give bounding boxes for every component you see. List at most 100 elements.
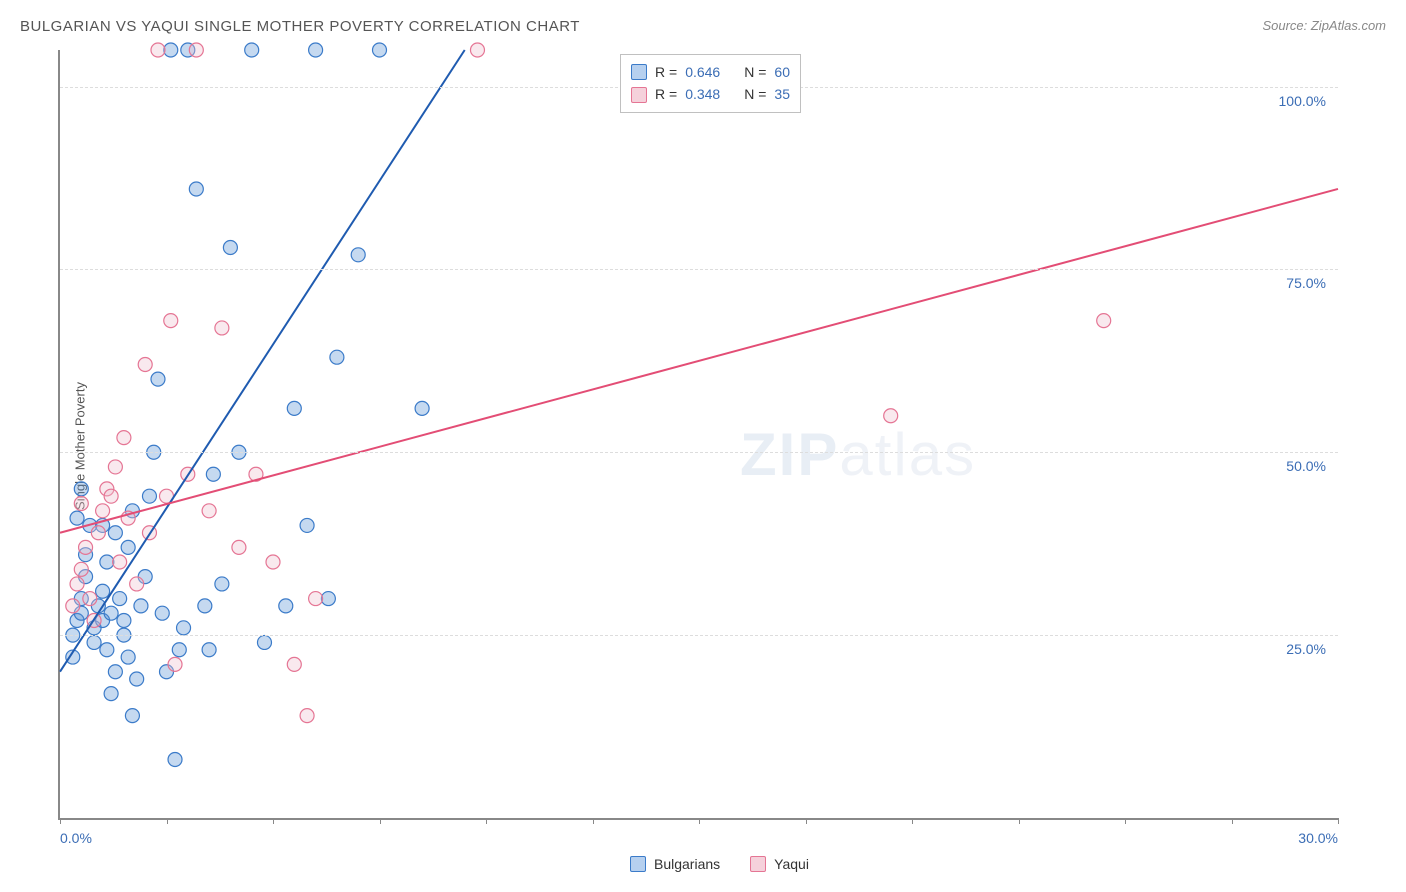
scatter-point xyxy=(300,709,314,723)
plot-area: ZIPatlas 25.0%50.0%75.0%100.0%0.0%30.0% xyxy=(58,50,1338,820)
scatter-point xyxy=(74,496,88,510)
scatter-point xyxy=(100,555,114,569)
legend-r-value: 0.646 xyxy=(685,61,720,83)
scatter-point xyxy=(113,592,127,606)
scatter-point xyxy=(257,635,271,649)
scatter-point xyxy=(470,43,484,57)
legend-swatch xyxy=(750,856,766,872)
legend-correlation: R = 0.646 N = 60R =0.348N =35 xyxy=(620,54,801,113)
x-tick xyxy=(273,818,274,824)
scatter-point xyxy=(121,650,135,664)
scatter-point xyxy=(104,606,118,620)
scatter-point xyxy=(198,599,212,613)
y-tick-label: 25.0% xyxy=(1286,641,1326,657)
scatter-point xyxy=(321,592,335,606)
x-tick xyxy=(806,818,807,824)
legend-swatch xyxy=(631,64,647,80)
legend-n-value: 60 xyxy=(774,61,790,83)
legend-n-label: N = xyxy=(744,83,766,105)
scatter-point xyxy=(177,621,191,635)
chart-source: Source: ZipAtlas.com xyxy=(1262,18,1386,33)
scatter-point xyxy=(223,240,237,254)
chart-title: BULGARIAN VS YAQUI SINGLE MOTHER POVERTY… xyxy=(20,18,580,35)
trend-line xyxy=(60,189,1338,533)
x-tick-label: 30.0% xyxy=(1298,830,1338,846)
scatter-point xyxy=(155,606,169,620)
scatter-point xyxy=(373,43,387,57)
scatter-point xyxy=(130,577,144,591)
legend-n-label: N = xyxy=(744,61,766,83)
scatter-point xyxy=(96,504,110,518)
scatter-point xyxy=(215,577,229,591)
scatter-point xyxy=(189,43,203,57)
x-tick xyxy=(486,818,487,824)
x-tick xyxy=(167,818,168,824)
scatter-point xyxy=(164,43,178,57)
legend-series: Bulgarians Yaqui xyxy=(630,856,809,872)
scatter-point xyxy=(279,599,293,613)
x-tick-label: 0.0% xyxy=(60,830,92,846)
y-tick-label: 50.0% xyxy=(1286,458,1326,474)
scatter-point xyxy=(164,314,178,328)
scatter-point xyxy=(117,431,131,445)
scatter-point xyxy=(70,577,84,591)
legend-item: Bulgarians xyxy=(630,856,720,872)
scatter-point xyxy=(108,460,122,474)
scatter-point xyxy=(87,635,101,649)
x-tick xyxy=(380,818,381,824)
scatter-point xyxy=(330,350,344,364)
legend-label: Yaqui xyxy=(774,856,809,872)
x-tick xyxy=(593,818,594,824)
scatter-point xyxy=(125,709,139,723)
gridline-h xyxy=(60,635,1338,636)
legend-row: R =0.348N =35 xyxy=(631,83,790,105)
scatter-point xyxy=(351,248,365,262)
x-tick xyxy=(1338,818,1339,824)
scatter-point xyxy=(287,401,301,415)
x-tick xyxy=(1125,818,1126,824)
scatter-point xyxy=(168,657,182,671)
scatter-point xyxy=(287,657,301,671)
y-tick-label: 100.0% xyxy=(1279,93,1326,109)
legend-swatch xyxy=(630,856,646,872)
scatter-point xyxy=(142,489,156,503)
scatter-point xyxy=(108,526,122,540)
scatter-point xyxy=(215,321,229,335)
scatter-point xyxy=(202,643,216,657)
legend-item: Yaqui xyxy=(750,856,809,872)
scatter-point xyxy=(104,489,118,503)
scatter-point xyxy=(151,372,165,386)
x-tick xyxy=(1232,818,1233,824)
scatter-point xyxy=(117,614,131,628)
scatter-point xyxy=(884,409,898,423)
scatter-point xyxy=(415,401,429,415)
chart-container: BULGARIAN VS YAQUI SINGLE MOTHER POVERTY… xyxy=(10,10,1396,882)
gridline-h xyxy=(60,269,1338,270)
scatter-point xyxy=(206,467,220,481)
scatter-point xyxy=(79,540,93,554)
scatter-point xyxy=(108,665,122,679)
scatter-point xyxy=(74,482,88,496)
scatter-point xyxy=(134,599,148,613)
legend-label: Bulgarians xyxy=(654,856,720,872)
legend-r-label: R = xyxy=(655,83,677,105)
trend-line xyxy=(60,50,465,672)
y-tick-label: 75.0% xyxy=(1286,275,1326,291)
scatter-point xyxy=(83,592,97,606)
scatter-point xyxy=(113,555,127,569)
scatter-point xyxy=(266,555,280,569)
scatter-chart-svg xyxy=(60,50,1338,818)
scatter-point xyxy=(168,752,182,766)
scatter-point xyxy=(1097,314,1111,328)
scatter-point xyxy=(121,540,135,554)
scatter-point xyxy=(151,43,165,57)
scatter-point xyxy=(245,43,259,57)
scatter-point xyxy=(104,687,118,701)
scatter-point xyxy=(232,540,246,554)
scatter-point xyxy=(172,643,186,657)
scatter-point xyxy=(66,599,80,613)
legend-r-label: R = xyxy=(655,61,677,83)
legend-swatch xyxy=(631,87,647,103)
scatter-point xyxy=(309,43,323,57)
gridline-h xyxy=(60,452,1338,453)
